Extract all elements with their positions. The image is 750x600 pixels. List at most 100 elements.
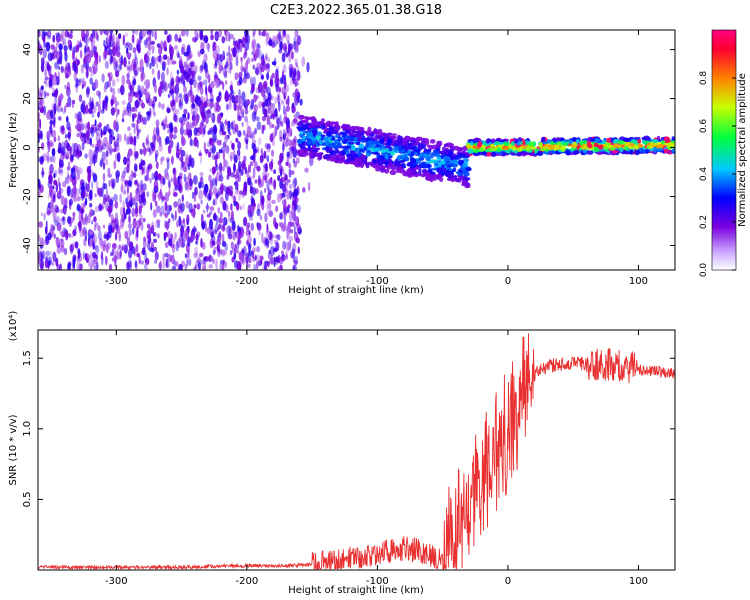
spectrogram-cell [402, 159, 406, 163]
spectrogram-cell [188, 258, 192, 266]
spectrogram-cell [257, 175, 261, 186]
spectrogram-cell [262, 175, 268, 181]
spectrogram-cell [114, 231, 118, 241]
spectrogram-cell [93, 216, 97, 223]
spectrogram-cell [83, 239, 87, 247]
spectrogram-cell [140, 85, 145, 96]
spectrogram-cell [70, 193, 74, 199]
spectrogram-cell [509, 138, 515, 142]
spectrogram-cell [88, 36, 92, 42]
spectrogram-cell [218, 174, 224, 182]
spectrogram-cell [125, 208, 128, 216]
spectrogram-cell [247, 227, 250, 235]
spectrogram-cell [87, 121, 91, 131]
spectrogram-cell [224, 135, 229, 143]
spectrogram-cell [94, 205, 99, 213]
spectrogram-cell [186, 92, 190, 104]
x-tick-label: -200 [236, 576, 259, 587]
spectrogram-cell [201, 221, 205, 231]
spectrogram-cell [137, 39, 141, 50]
spectrogram-cell [145, 60, 149, 68]
snr-line-layer [38, 333, 675, 570]
spectrogram-cell [191, 123, 195, 129]
spectrogram-cell [282, 240, 287, 250]
spectrogram-cell [76, 152, 82, 158]
spectrogram-cell [180, 68, 184, 74]
spectrogram-cell [209, 206, 215, 212]
spectrogram-cell [178, 98, 182, 108]
spectrogram-cell [282, 133, 286, 141]
spectrogram-cell [97, 225, 101, 232]
spectrogram-cell [131, 34, 135, 44]
spectrogram-cell [114, 223, 119, 230]
spectrogram-cell [217, 227, 220, 231]
spectrogram-cell [294, 58, 298, 65]
spectrogram-cell [87, 46, 90, 52]
spectrogram-cell [68, 221, 72, 228]
spectrogram-cell [220, 124, 225, 133]
spectrogram-cell [226, 103, 229, 111]
spectrogram-cell [349, 157, 355, 162]
spectrogram-cell [134, 52, 137, 60]
spectrogram-cell [299, 98, 303, 106]
spectrogram-cell [111, 257, 115, 262]
x-tick-label: 100 [629, 276, 648, 287]
spectrogram-cell [286, 190, 290, 200]
spectrogram-cell [350, 126, 356, 130]
spectrogram-cell [61, 141, 65, 151]
spectrogram-cell [120, 174, 125, 183]
spectrogram-cell [228, 210, 231, 217]
spectrogram-cell [47, 232, 52, 241]
spectrogram-cell [199, 104, 203, 114]
spectrogram-cell [355, 141, 361, 146]
spectrogram-cell [212, 131, 217, 142]
spectrogram-cell [53, 233, 56, 240]
spectrogram-cell [183, 108, 188, 115]
spectrogram-cell [133, 126, 136, 135]
spectrogram-cell [125, 41, 130, 47]
spectrogram-cell [123, 167, 128, 174]
spectrogram-cell [229, 151, 234, 160]
spectrogram-cell [135, 202, 138, 209]
spectrogram-cell [173, 113, 178, 122]
spectrogram-cell [266, 172, 270, 178]
spectrogram-cell [133, 30, 139, 35]
spectrogram-cell [182, 230, 188, 239]
spectrogram-cell [296, 122, 303, 126]
spectrogram-cell [98, 55, 102, 63]
spectrogram-cell [156, 219, 161, 224]
spectrogram-cell [132, 226, 135, 235]
spectrogram-cell [177, 52, 180, 58]
y-tick-label: -40 [22, 237, 33, 253]
spectrogram-cell [132, 78, 137, 86]
spectrogram-cell [250, 222, 254, 232]
spectrogram-cell [212, 168, 215, 176]
spectrogram-cell [112, 136, 116, 141]
spectrogram-cell [189, 137, 193, 146]
spectrogram-cell [78, 94, 83, 103]
spectrogram-cell [54, 169, 58, 178]
spectrogram-cell [145, 265, 149, 270]
spectrogram-cell [164, 46, 167, 52]
spectrogram-cell [126, 52, 132, 58]
spectrogram-cell [67, 262, 71, 270]
spectrogram-cell [353, 162, 359, 166]
spectrogram-cell [65, 151, 69, 157]
spectrogram-cell [194, 246, 198, 256]
spectrogram-cell [346, 153, 353, 158]
spectrogram-cell [173, 176, 178, 187]
spectrogram-cell [209, 101, 215, 109]
spectrogram-cell [171, 265, 176, 270]
spectrogram-cell [276, 193, 282, 203]
spectrogram-cell [279, 212, 283, 220]
spectrogram-cell [127, 108, 131, 113]
spectrogram-cell [183, 173, 186, 182]
spectrogram-cell [187, 112, 190, 120]
spectrogram-cell [348, 141, 355, 145]
spectrogram-cell [85, 139, 90, 145]
spectrogram-cell [177, 141, 180, 151]
spectrogram-cell [282, 140, 285, 145]
spectrogram-cell [64, 30, 69, 38]
spectrogram-cell [320, 118, 325, 123]
spectrogram-cell [370, 140, 377, 145]
